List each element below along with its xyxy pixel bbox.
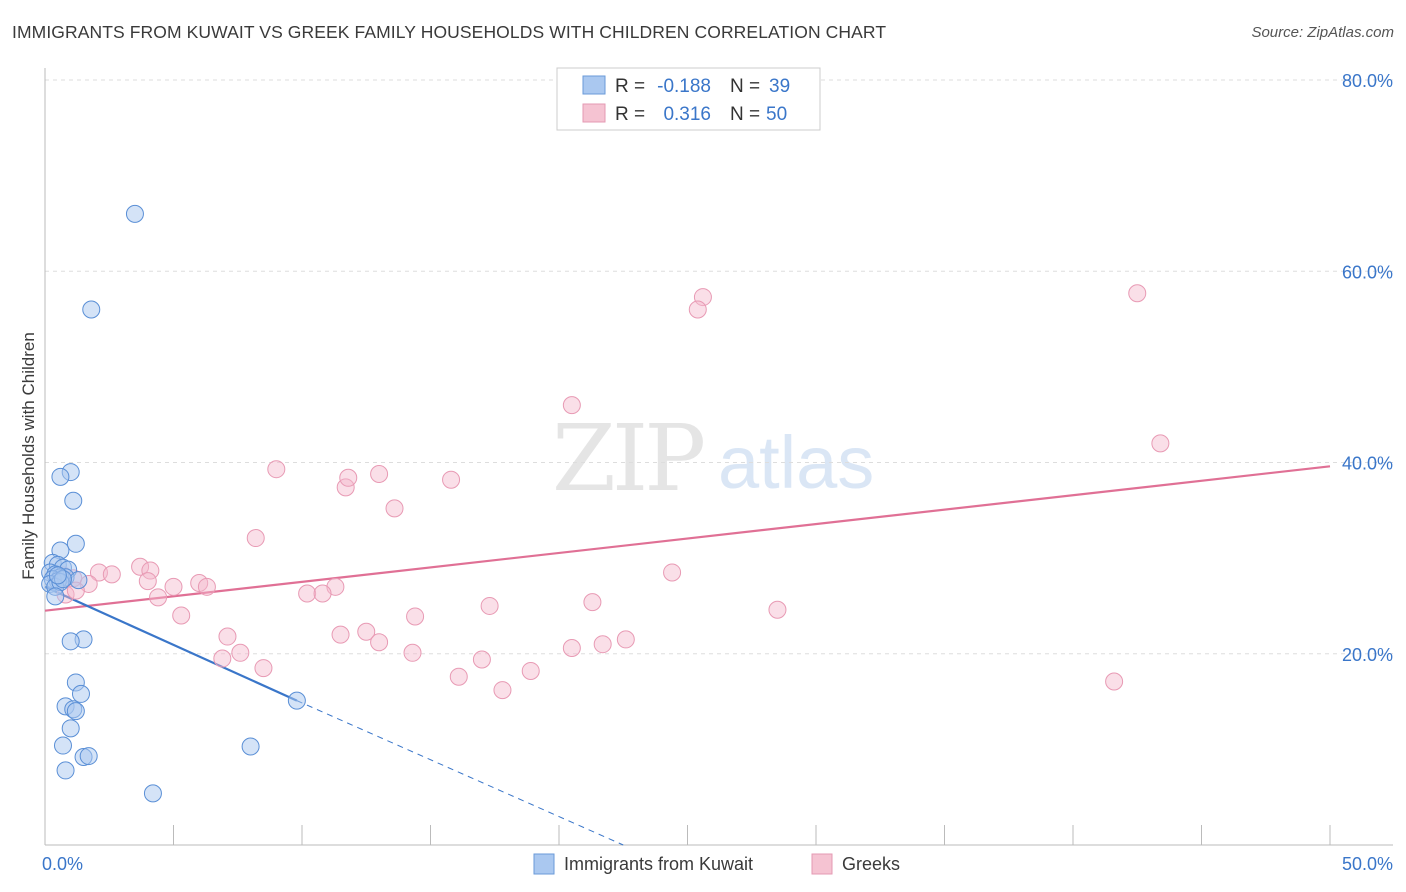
greeks-point	[218, 627, 237, 646]
legend-n-label-1: N =	[730, 76, 760, 97]
legend-n-value-2: 50	[766, 104, 787, 125]
greeks-point	[339, 468, 358, 487]
series-legend: Immigrants from Kuwait Greeks	[533, 853, 900, 875]
legend-swatch-greeks	[582, 103, 606, 123]
kuwait-point	[51, 467, 70, 486]
legend-r-label-1: R =	[615, 76, 645, 97]
legend-n-value-1: 39	[769, 76, 790, 97]
greeks-point	[562, 396, 581, 415]
greeks-point	[138, 572, 157, 591]
greeks-point	[357, 622, 376, 641]
greeks-point	[298, 584, 317, 603]
greeks-point	[583, 593, 602, 612]
kuwait-point	[125, 204, 144, 223]
kuwait-point	[66, 702, 85, 721]
bottom-legend-swatch-kuwait	[533, 853, 555, 875]
kuwait-point	[69, 571, 88, 590]
kuwait-point	[48, 566, 67, 585]
stats-legend: R = -0.188 N = 39 R = 0.316 N = 50	[556, 67, 821, 131]
kuwait-point	[53, 736, 72, 755]
greeks-point	[197, 577, 216, 596]
greeks-point	[246, 529, 265, 548]
greeks-trend-line	[44, 465, 1331, 612]
greeks-point	[521, 661, 540, 680]
greeks-point	[164, 577, 183, 596]
gridlines	[45, 79, 1393, 655]
greeks-point	[141, 561, 160, 580]
legend-r-label-2: R =	[615, 104, 645, 125]
greeks-point	[331, 625, 350, 644]
x-tick-label-max: 50.0%	[1342, 854, 1393, 874]
legend-n-label-2: N =	[730, 104, 760, 125]
greeks-point	[688, 300, 707, 319]
source-label: Source: ZipAtlas.com	[1251, 24, 1394, 41]
kuwait-point	[241, 737, 260, 756]
greeks-point	[1105, 672, 1124, 691]
y-axis-label: Family Households with Children	[19, 332, 38, 580]
greeks-point	[493, 681, 512, 700]
greeks-point	[480, 596, 499, 615]
bottom-legend-label-greeks: Greeks	[842, 854, 900, 874]
kuwait-point	[66, 534, 85, 553]
greeks-point	[254, 659, 273, 678]
y-tick-label: 20.0%	[1342, 645, 1393, 665]
greeks-point	[403, 643, 422, 662]
trend-lines	[44, 465, 1331, 846]
x-tick-label-min: 0.0%	[42, 854, 83, 874]
greeks-point	[370, 464, 389, 483]
bottom-legend-label-kuwait: Immigrants from Kuwait	[564, 854, 753, 874]
greeks-point	[1128, 284, 1147, 303]
greeks-point	[449, 667, 468, 686]
greeks-point	[149, 588, 168, 607]
x-axis-ticks	[173, 825, 1331, 845]
legend-r-value-2: 0.316	[663, 104, 711, 125]
kuwait-trend-line	[44, 585, 298, 702]
kuwait-point	[64, 491, 83, 510]
watermark: ZIP atlas	[552, 405, 874, 512]
greeks-point	[313, 584, 332, 603]
greeks-point	[385, 499, 404, 518]
greeks-point	[370, 633, 389, 652]
kuwait-point	[79, 747, 98, 766]
y-axis-tick-labels: 20.0% 40.0% 60.0% 80.0%	[1342, 71, 1393, 665]
greeks-point	[663, 563, 682, 582]
kuwait-point	[143, 784, 162, 803]
greeks-point	[593, 635, 612, 654]
greeks-point	[231, 643, 250, 662]
kuwait-points	[41, 204, 306, 803]
bottom-legend-swatch-greeks	[811, 853, 833, 875]
greeks-point	[406, 607, 425, 626]
kuwait-point	[61, 719, 80, 738]
legend-r-value-1: -0.188	[657, 76, 711, 97]
kuwait-point	[82, 300, 101, 319]
greeks-point	[267, 460, 286, 479]
kuwait-trend-extension	[296, 700, 624, 846]
kuwait-point	[71, 684, 90, 703]
greeks-point	[131, 557, 150, 576]
greeks-point	[1151, 434, 1170, 453]
watermark-zip: ZIP	[552, 405, 703, 512]
kuwait-point	[46, 587, 65, 606]
kuwait-point	[56, 761, 75, 780]
legend-swatch-kuwait	[582, 75, 606, 95]
greeks-point	[213, 649, 232, 668]
greeks-point	[616, 630, 635, 649]
greeks-point	[442, 470, 461, 489]
kuwait-point	[287, 691, 306, 710]
greeks-point	[472, 650, 491, 669]
y-tick-label: 60.0%	[1342, 262, 1393, 282]
kuwait-point	[61, 632, 80, 651]
greeks-point	[172, 606, 191, 625]
y-tick-label: 80.0%	[1342, 71, 1393, 91]
chart-title: IMMIGRANTS FROM KUWAIT VS GREEK FAMILY H…	[12, 22, 887, 42]
greeks-point	[102, 565, 121, 584]
y-tick-label: 40.0%	[1342, 454, 1393, 474]
greeks-point	[768, 600, 787, 619]
greeks-point	[562, 639, 581, 658]
